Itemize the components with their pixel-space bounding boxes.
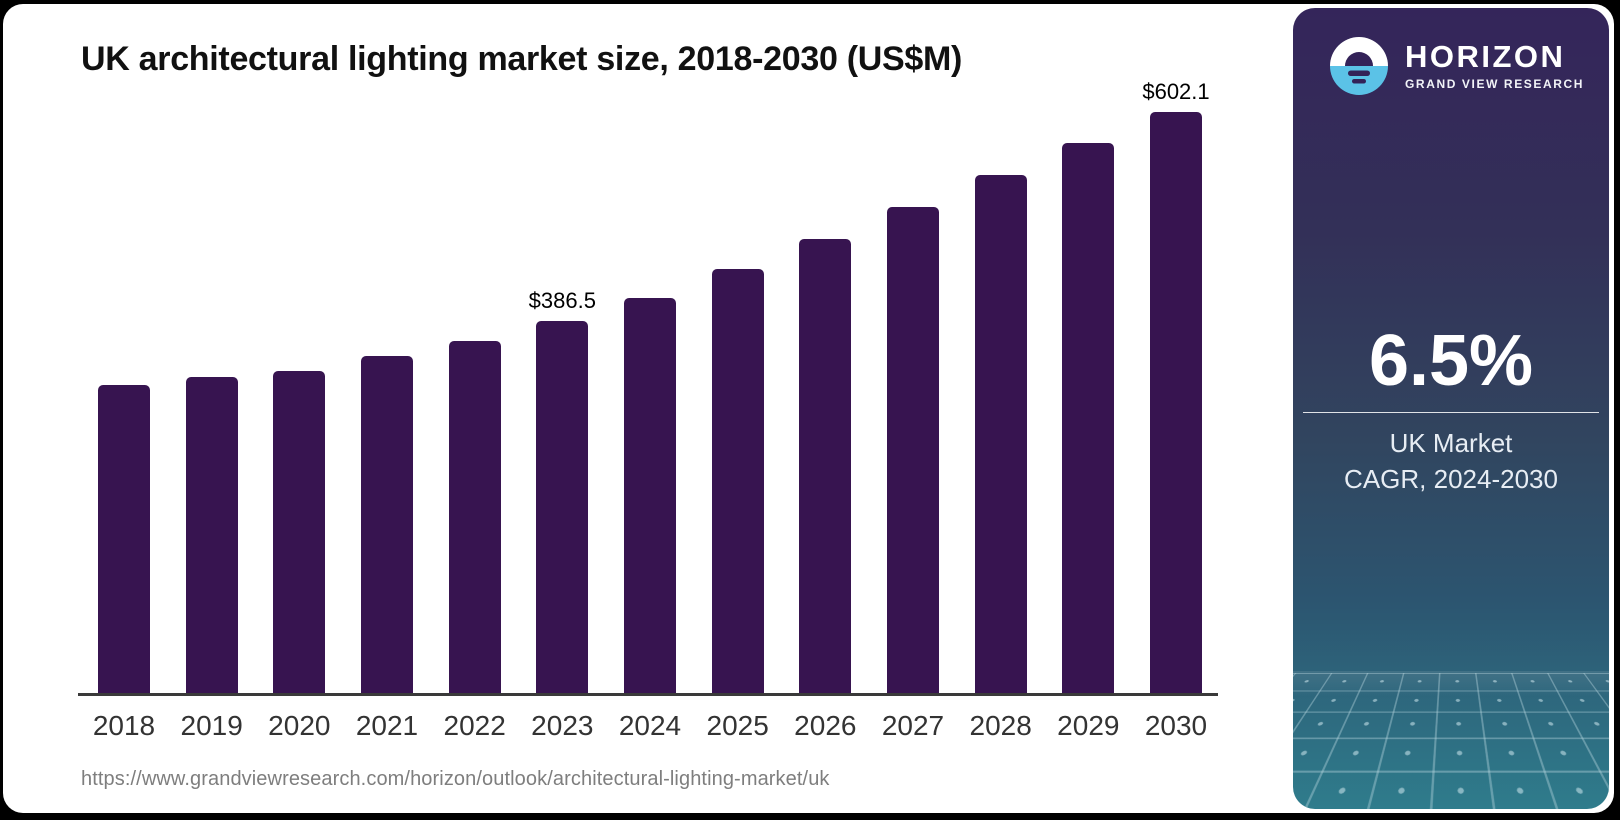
bar-2018: [98, 384, 150, 694]
value-label-2030: $602.1: [1142, 79, 1210, 105]
bar-2021: [361, 355, 413, 694]
bar-2019: [185, 376, 238, 694]
bar-2020: [273, 371, 326, 694]
bar-2024: [624, 297, 676, 694]
brand-subtitle: GRAND VIEW RESEARCH: [1405, 77, 1585, 91]
brand-logo: HORIZON GRAND VIEW RESEARCH: [1329, 36, 1589, 98]
stat-divider: [1303, 412, 1599, 413]
x-tick-2022: 2022: [443, 710, 506, 741]
chart-title: UK architectural lighting market size, 2…: [81, 40, 963, 78]
x-tick-2018: 2018: [92, 710, 156, 741]
brand-panel: HORIZON GRAND VIEW RESEARCH 6.5% UK Mark…: [1293, 8, 1609, 809]
x-tick-2028: 2028: [969, 710, 1032, 741]
x-axis-tick-labels: 2018 2019 2020 2021 2022 2023 2024 2025 2026 2027…: [93, 710, 1207, 744]
perspective-grid: [1293, 673, 1609, 809]
x-tick-2030: 2030: [1144, 710, 1208, 741]
cagr-label: UK Market CAGR, 2024-2030: [1293, 425, 1609, 497]
bar-2028: [974, 174, 1027, 694]
x-tick-2020: 2020: [268, 710, 331, 741]
brand-text: HORIZON GRAND VIEW RESEARCH: [1405, 39, 1589, 92]
wireframe-mesh-graphic: [1293, 671, 1609, 809]
bar-2029: [1062, 143, 1115, 694]
x-tick-2023: 2023: [531, 710, 594, 741]
x-axis-line: [78, 693, 1218, 696]
value-label-2023: $386.5: [528, 287, 596, 313]
cagr-label-line2: CAGR, 2024-2030: [1344, 464, 1558, 494]
x-tick-2027: 2027: [881, 710, 945, 741]
cagr-value: 6.5%: [1368, 321, 1534, 401]
chart-card: UK architectural lighting market size, 2…: [3, 4, 1614, 813]
bar-chart-plot-area: $386.5 $602.1: [98, 4, 1210, 694]
x-tick-2019: 2019: [180, 710, 243, 741]
bar-2027: [887, 207, 939, 694]
x-tick-2029: 2029: [1057, 710, 1120, 741]
x-tick-2021: 2021: [355, 710, 419, 741]
x-tick-2025: 2025: [706, 710, 769, 741]
x-tick-2026: 2026: [794, 710, 857, 741]
horizon-sunrise-icon: [1329, 36, 1389, 96]
bar-2030: [1150, 112, 1202, 694]
bar-2026: [799, 239, 852, 694]
bar-2025: [711, 268, 764, 694]
bar-2022: [448, 340, 501, 694]
brand-name: HORIZON: [1405, 39, 1566, 74]
cagr-label-line1: UK Market: [1389, 428, 1513, 458]
bar-2023: [536, 320, 589, 694]
source-url: https://www.grandviewresearch.com/horizo…: [81, 768, 830, 790]
x-tick-2024: 2024: [618, 710, 682, 741]
